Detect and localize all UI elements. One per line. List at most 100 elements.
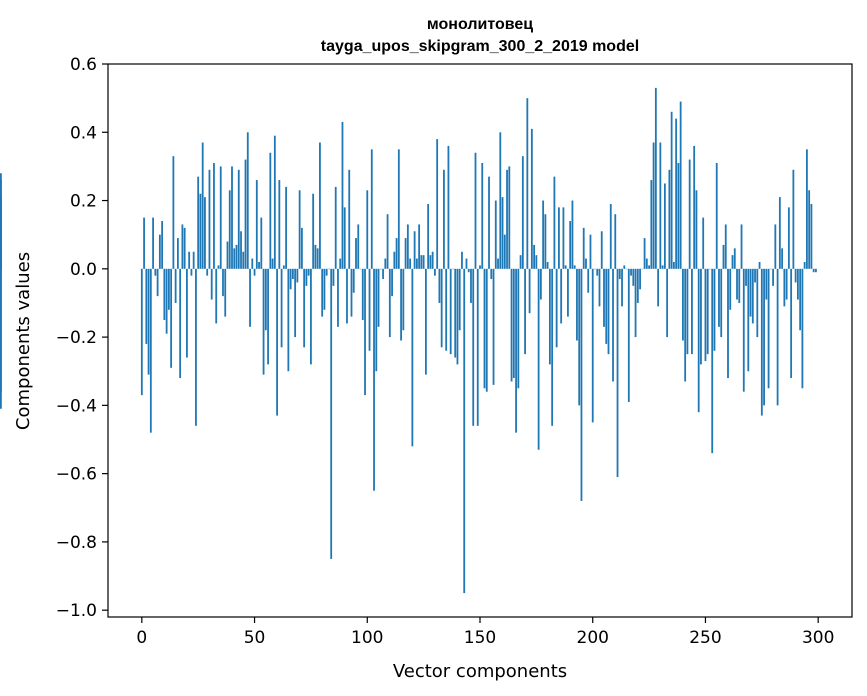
bar xyxy=(267,268,269,365)
x-axis-ticks: 0 50 100 150 200 250 300 xyxy=(136,617,834,648)
bar xyxy=(672,261,675,269)
x-tick-label: 300 xyxy=(802,628,834,648)
bar xyxy=(217,265,220,269)
x-axis-label: Vector components xyxy=(393,661,567,682)
bar xyxy=(612,268,614,382)
bar xyxy=(627,268,630,402)
bar xyxy=(555,268,558,348)
bar xyxy=(695,190,698,269)
bar xyxy=(296,268,299,283)
bar xyxy=(801,268,804,389)
bar xyxy=(352,268,355,293)
bar xyxy=(506,169,508,269)
bar xyxy=(576,268,578,341)
bar xyxy=(621,268,623,307)
bar xyxy=(580,268,583,501)
bar xyxy=(219,166,222,269)
bar xyxy=(397,149,400,269)
bar xyxy=(343,207,346,269)
bar xyxy=(733,248,736,269)
bar xyxy=(231,166,233,269)
bar xyxy=(636,268,639,303)
bar xyxy=(140,268,143,396)
bar xyxy=(810,203,813,269)
bar xyxy=(657,268,660,307)
bar xyxy=(537,268,540,450)
bar xyxy=(373,268,375,491)
bar xyxy=(271,258,274,269)
bar xyxy=(675,118,678,269)
bar xyxy=(404,238,407,269)
bar xyxy=(368,268,371,351)
bar xyxy=(736,268,738,300)
bar xyxy=(632,268,635,286)
bar xyxy=(298,190,301,269)
bar xyxy=(693,145,696,269)
bar xyxy=(521,156,524,269)
bar xyxy=(564,265,567,269)
bar xyxy=(740,224,743,269)
bar xyxy=(388,268,391,338)
y-tick-label: −0.4 xyxy=(56,396,97,416)
bar xyxy=(722,244,725,269)
y-tick-label: 0.2 xyxy=(70,192,97,212)
bar xyxy=(567,268,569,317)
bar xyxy=(661,265,664,269)
bar xyxy=(186,268,188,358)
x-tick-label: 100 xyxy=(351,628,383,648)
bar xyxy=(503,234,506,269)
bar xyxy=(751,268,754,324)
bar xyxy=(539,268,542,300)
bar xyxy=(251,258,254,269)
bar xyxy=(796,268,799,300)
bar xyxy=(170,268,173,368)
bar xyxy=(255,180,258,269)
bar xyxy=(262,268,265,375)
bar xyxy=(596,268,599,276)
bar xyxy=(210,268,213,300)
bar xyxy=(424,268,427,375)
bar xyxy=(176,238,179,269)
bar xyxy=(806,149,808,269)
bar xyxy=(794,268,797,283)
bar xyxy=(483,268,486,389)
bar xyxy=(546,261,549,269)
bar xyxy=(316,248,319,269)
bar xyxy=(375,268,378,372)
x-tick-label: 50 xyxy=(244,628,266,648)
bar xyxy=(663,183,666,269)
bar xyxy=(382,268,384,280)
bar xyxy=(783,268,786,307)
bar xyxy=(201,142,204,269)
bar xyxy=(776,268,779,406)
bar xyxy=(332,268,335,286)
bar xyxy=(488,176,490,269)
bar xyxy=(697,268,700,413)
bar xyxy=(562,207,565,269)
bar xyxy=(803,261,806,269)
bar xyxy=(519,255,522,269)
bar xyxy=(330,268,333,559)
bar xyxy=(244,159,247,269)
bar xyxy=(431,251,434,269)
bar xyxy=(350,268,353,317)
bar xyxy=(226,241,229,269)
bar xyxy=(249,268,251,327)
bar xyxy=(479,265,481,269)
bar xyxy=(192,251,195,269)
bar xyxy=(258,261,260,269)
bar xyxy=(706,268,709,355)
x-tick-label: 250 xyxy=(689,628,721,648)
bar xyxy=(648,265,650,269)
bar xyxy=(228,190,231,269)
bar xyxy=(188,251,191,269)
bar xyxy=(548,268,551,365)
bar xyxy=(654,87,657,269)
bar xyxy=(233,248,236,269)
bar xyxy=(339,258,342,269)
bar xyxy=(747,268,750,372)
bar xyxy=(449,268,452,355)
bar xyxy=(677,162,680,269)
bar xyxy=(551,268,554,426)
bar xyxy=(528,268,531,314)
